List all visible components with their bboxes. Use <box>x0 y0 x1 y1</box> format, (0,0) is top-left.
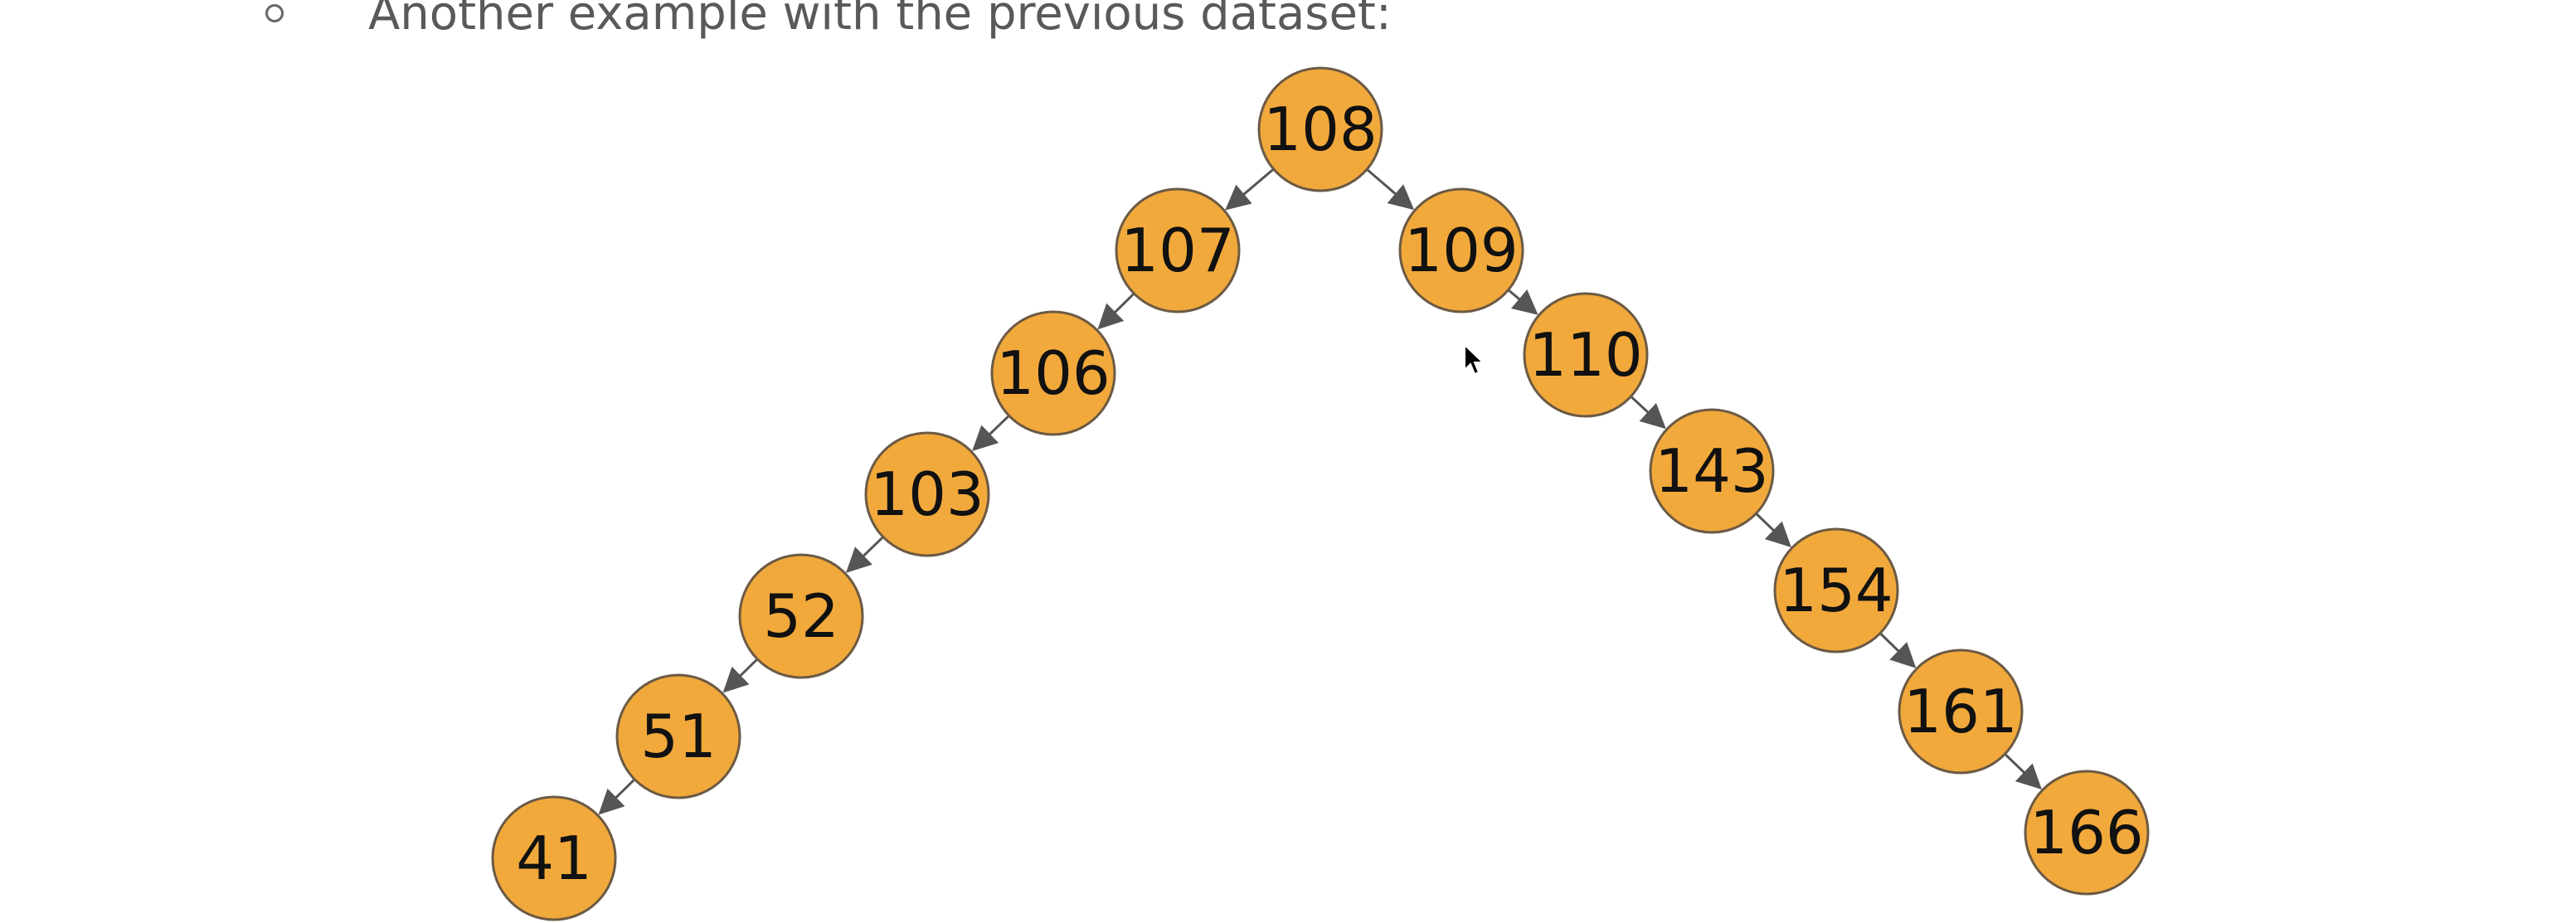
node-label: 108 <box>1263 95 1377 164</box>
node-label: 110 <box>1529 320 1642 390</box>
tree-node-51: 51 <box>615 673 741 799</box>
node-label: 103 <box>870 459 984 529</box>
node-circle <box>1398 187 1524 313</box>
node-label: 143 <box>1655 436 1768 506</box>
edge-108-107 <box>1225 168 1275 211</box>
tree-node-108: 108 <box>1257 66 1383 192</box>
tree-node-103: 103 <box>864 431 990 557</box>
node-label: 107 <box>1120 216 1234 285</box>
node-circle <box>1257 66 1383 192</box>
edge-103-52 <box>845 536 884 573</box>
node-label: 106 <box>996 338 1110 408</box>
node-circle <box>738 553 864 679</box>
node-circle <box>1649 408 1775 534</box>
tree-node-110: 110 <box>1523 292 1649 418</box>
mouse-cursor-icon <box>1464 343 1485 376</box>
tree-node-161: 161 <box>1898 649 2024 775</box>
node-circle <box>2024 770 2150 896</box>
node-circle <box>864 431 990 557</box>
node-label: 52 <box>763 581 839 651</box>
node-label: 109 <box>1404 216 1518 285</box>
bullet-text: Another example with the previous datase… <box>368 0 1392 41</box>
tree-node-166: 166 <box>2024 770 2150 896</box>
node-circle <box>615 673 741 799</box>
node-circle <box>1898 649 2024 775</box>
edge-52-51 <box>722 658 759 693</box>
node-circle <box>1523 292 1649 418</box>
edge-110-143 <box>1630 396 1666 430</box>
edge-107-106 <box>1097 292 1135 330</box>
edge-161-166 <box>2004 753 2042 790</box>
node-circle <box>990 310 1116 436</box>
tree-node-143: 143 <box>1649 408 1775 534</box>
node-circle <box>491 795 617 921</box>
tree-node-106: 106 <box>990 310 1116 436</box>
node-label: 154 <box>1779 556 1893 625</box>
node-circle <box>1773 527 1899 653</box>
edge-143-154 <box>1755 513 1791 548</box>
node-label: 51 <box>640 702 717 771</box>
edge-51-41 <box>598 778 636 815</box>
edge-154-161 <box>1879 632 1917 668</box>
bullet-circle-icon <box>265 4 284 22</box>
tree-node-154: 154 <box>1773 527 1899 653</box>
edge-106-103 <box>972 415 1010 452</box>
node-label: 166 <box>2029 798 2143 867</box>
node-label: 41 <box>516 823 592 893</box>
tree-node-107: 107 <box>1115 187 1241 313</box>
edge-108-109 <box>1366 168 1415 211</box>
edge-109-110 <box>1507 289 1538 315</box>
tree-node-41: 41 <box>491 795 617 921</box>
node-label: 161 <box>1903 677 2017 746</box>
tree-node-109: 109 <box>1398 187 1524 313</box>
tree-node-52: 52 <box>738 553 864 679</box>
bullet-line: Another example with the previous datase… <box>265 0 1392 46</box>
node-circle <box>1115 187 1241 313</box>
